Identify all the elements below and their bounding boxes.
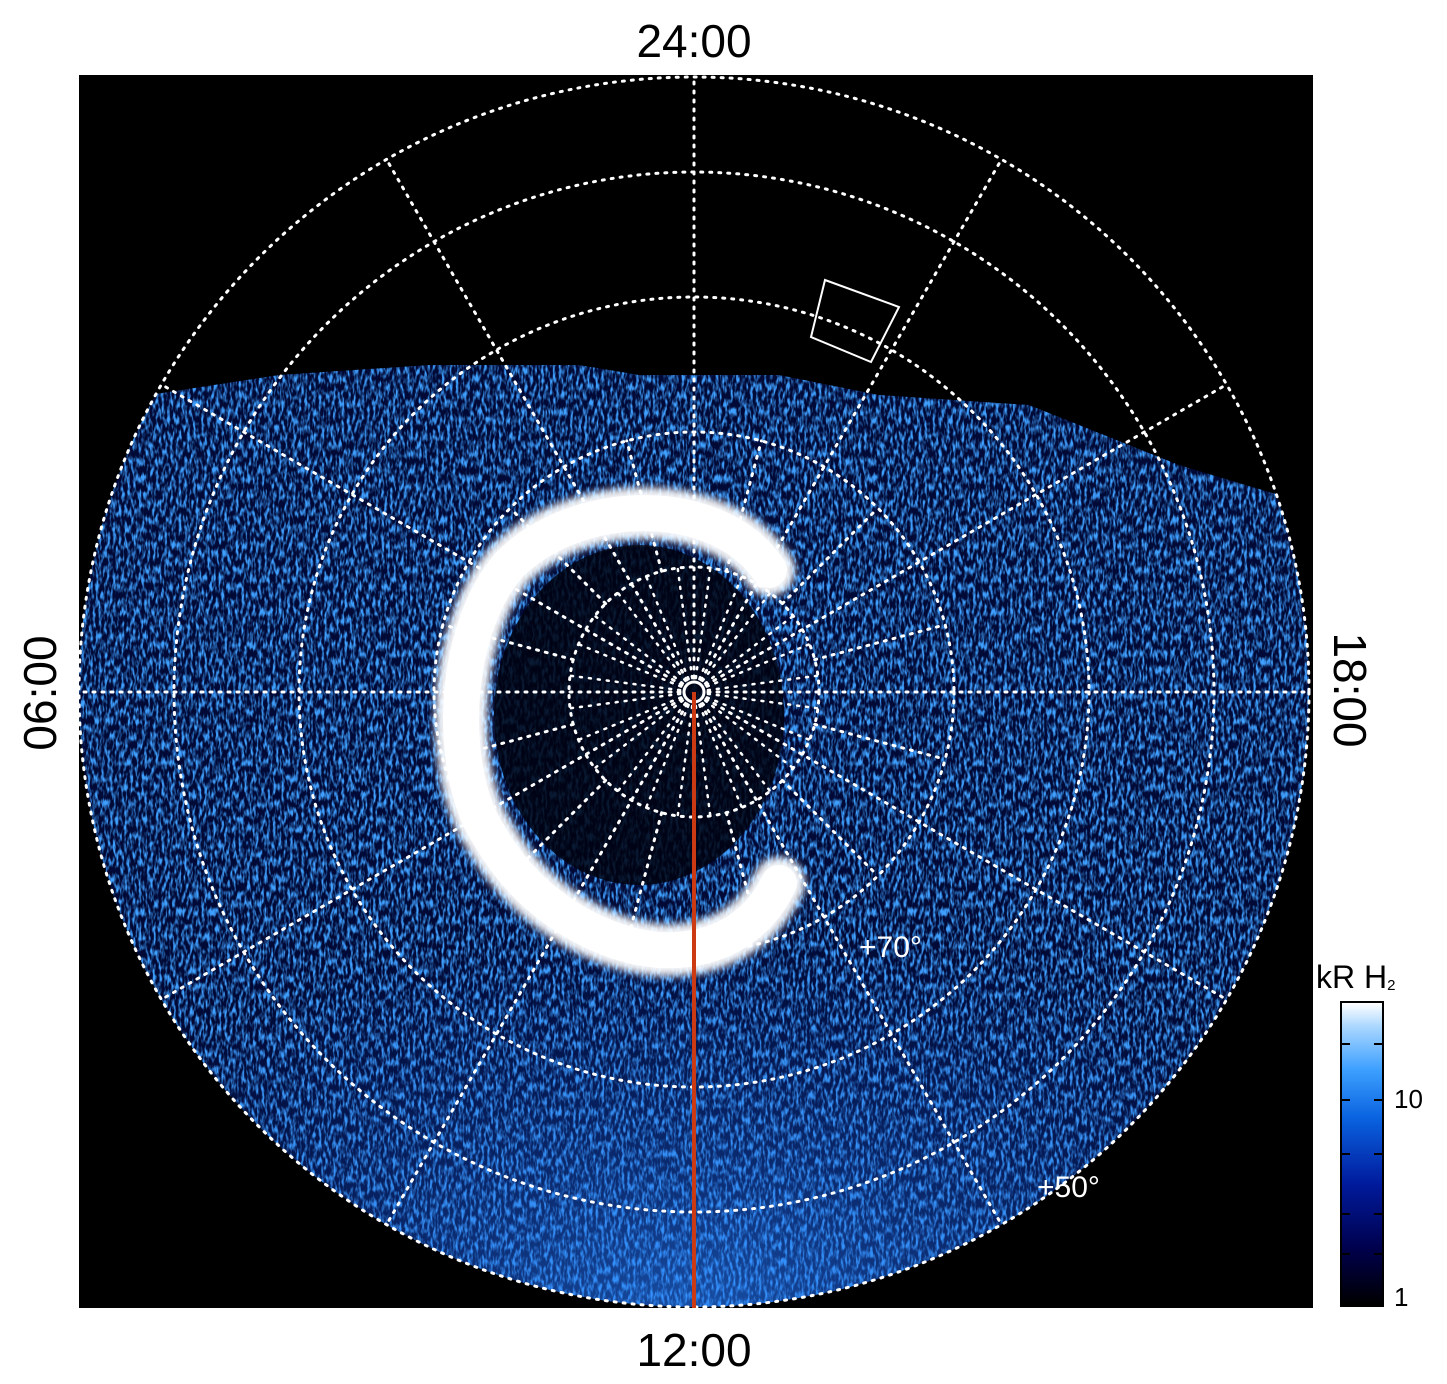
auroral-oval [435,487,805,977]
longitude-line-inner [593,699,685,770]
colorbar-tick-label-10: 10 [1394,1084,1423,1114]
longitude-line [704,697,1229,1001]
longitude-line-inner [701,591,772,683]
local-time-label-18: 18:00 [1324,632,1376,748]
footprint-box [809,278,901,364]
longitude-line-inner [698,575,744,681]
colorbar [1340,1001,1384,1307]
latitude-label-70: +70° [859,931,922,964]
longitude-line-inner [593,614,685,685]
longitude-line [699,157,1003,682]
longitude-line [385,157,689,682]
longitude-line [159,697,684,1001]
longitude-line [704,383,1229,687]
local-time-label-06: 06:00 [14,635,66,751]
longitude-line-inner [703,699,795,770]
longitude-line-inner [703,614,795,685]
longitude-line-inner [616,701,687,793]
colorbar-title: kR H2 [1316,959,1396,995]
longitude-line-inner [705,696,811,742]
lat-lon-grid [79,75,1311,1308]
longitude-line-inner [701,701,772,793]
longitude-line-inner [644,575,690,681]
longitude-line-inner [705,642,811,688]
longitude-line-inner [694,566,712,680]
longitude-line-inner [568,674,682,692]
local-time-label-12: 12:00 [636,1324,752,1376]
longitude-line-inner [706,692,820,710]
colorbar-tick-label-1: 1 [1394,1282,1409,1312]
latitude-label-50: +50° [1037,1171,1100,1204]
longitude-line-inner [616,591,687,683]
longitude-line-inner [676,704,694,818]
longitude-line-inner [577,642,683,688]
polar-projection-panel: +70° +50° [79,75,1313,1308]
longitude-line-inner [706,674,820,692]
longitude-line-inner [644,703,690,809]
longitude-line-inner [676,566,694,680]
longitude-line [699,702,1003,1227]
longitude-line-inner [577,696,683,742]
polar-projection-image: +70° +50° [79,75,1313,1308]
longitude-line-inner [694,704,712,818]
longitude-line [385,702,689,1227]
local-time-label-24: 24:00 [636,15,752,67]
longitude-line-inner [568,692,682,710]
longitude-line [159,383,684,687]
longitude-line-inner [698,703,744,809]
